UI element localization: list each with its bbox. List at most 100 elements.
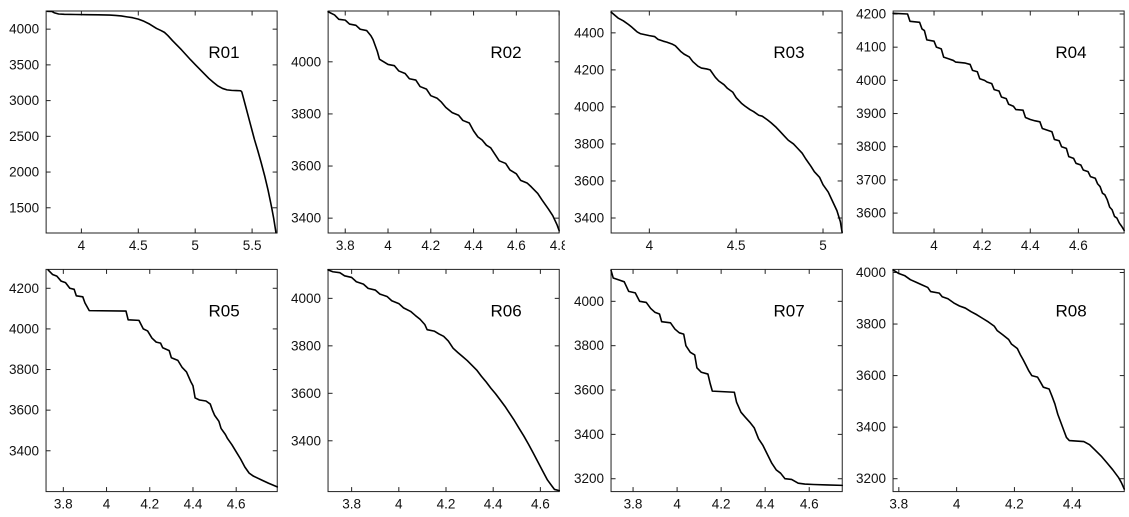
x-tick-label: 4.2 [973,238,992,253]
line-plot-r02: 3.8 4 4.2 4.4 4.6 4.8 3400 3600 3800 4000 R02 [291,10,565,253]
y-tick-label: 4000 [573,294,603,309]
y-tick-label: 3400 [573,427,603,442]
y-tick-label: 3600 [291,386,321,401]
y-tick-label: 3400 [856,420,886,435]
panel-label-r04: R04 [1055,43,1086,62]
x-tick-label: 4 [395,497,403,512]
y-tick-label: 3600 [574,173,604,188]
x-tick-label: 4.6 [227,497,246,512]
y-tick-label: 3800 [573,338,603,353]
x-tick-label: 4.4 [1063,497,1082,512]
x-tick-label: 4 [953,497,961,512]
subplot-r06: 3.8 4 4.2 4.4 4.6 3400 3600 3800 4000 R06 [282,258,564,517]
y-tick-label: 3200 [856,471,886,486]
y-tick-label: 3600 [9,403,39,418]
x-tick-label: 3.8 [889,497,908,512]
x-tick-label: 4.6 [799,497,818,512]
y-tick-label: 4000 [856,265,886,280]
data-series-r04 [892,12,1125,232]
subplot-r08: 3.8 4 4.2 4.4 3200 3400 3600 3800 4000 R08 [847,258,1129,517]
y-tick-label: 4000 [9,22,39,37]
x-tick-label: 4.2 [437,497,456,512]
panel-label-r01: R01 [208,43,239,62]
x-tick-label: 5.5 [243,238,262,253]
y-tick-label: 4200 [856,6,886,21]
y-tick-label: 3200 [573,471,603,486]
x-tick-label: 4.4 [484,497,503,512]
y-tick-label: 3000 [9,93,39,108]
y-tick-label: 3800 [856,317,886,332]
subplot-r01: 4 4.5 5 5.5 1500 2000 2500 3000 3500 4000 R01 [0,0,282,258]
axes-box [327,268,560,493]
x-tick-label: 4.4 [1021,238,1040,253]
panel-label-r03: R03 [773,43,804,62]
panel-label-r08: R08 [1055,302,1086,321]
y-tick-label: 2000 [9,165,39,180]
x-tick-label: 3.8 [623,497,642,512]
axes-box [610,10,843,234]
axes-box [45,10,278,234]
y-tick-label: 4400 [574,25,604,40]
data-series-r02 [327,10,561,232]
line-plot-r01: 4 4.5 5 5.5 1500 2000 2500 3000 3500 4000 R01 [9,10,278,253]
x-tick-label: 4.2 [422,238,441,253]
line-plot-r07: 3.8 4 4.2 4.4 4.6 3200 3400 3600 3800 4000 R07 [573,268,843,512]
y-tick-label: 3500 [9,57,39,72]
y-tick-label: 4000 [291,54,321,69]
panel-label-r02: R02 [491,43,522,62]
y-tick-label: 3600 [856,206,886,221]
y-tick-label: 4200 [9,281,39,296]
data-series-r01 [46,10,277,234]
y-tick-label: 3800 [856,139,886,154]
x-tick-label: 4.2 [1005,497,1024,512]
y-tick-label: 4100 [856,40,886,55]
x-tick-label: 4 [673,497,681,512]
data-series-r08 [891,269,1125,490]
subplot-r04: 4 4.2 4.4 4.6 3600 3700 3800 3900 4000 4100 4200 R0… [847,0,1129,258]
line-plot-r06: 3.8 4 4.2 4.4 4.6 3400 3600 3800 4000 R06 [291,268,561,512]
x-tick-label: 4 [78,238,86,253]
x-tick-label: 3.8 [342,497,361,512]
line-plot-r05: 3.8 4 4.2 4.4 4.6 3400 3600 3800 4000 4200 R05 [9,268,279,512]
x-tick-label: 4 [645,238,653,253]
line-plot-r04: 4 4.2 4.4 4.6 3600 3700 3800 3900 4000 4100 4200 R0… [856,6,1125,253]
axes-box [45,268,278,493]
x-tick-label: 4 [103,497,111,512]
axes-box [610,268,843,493]
y-tick-label: 3800 [291,338,321,353]
x-tick-label: 3.8 [54,497,73,512]
axes-box [892,268,1125,493]
x-tick-label: 4.6 [507,238,526,253]
x-tick-label: 4.6 [1069,238,1088,253]
x-tick-label: 4.5 [129,238,148,253]
x-tick-label: 4.2 [140,497,159,512]
y-tick-label: 1500 [9,200,39,215]
line-plot-r03: 4 4.5 5 3400 3600 3800 4000 4200 4400 R03 [574,10,843,253]
subplot-r02: 3.8 4 4.2 4.4 4.6 4.8 3400 3600 3800 4000 R02 [282,0,565,258]
y-tick-label: 4000 [574,99,604,114]
data-series-r07 [609,269,843,487]
x-tick-label: 4 [385,238,393,253]
y-tick-label: 3400 [9,443,39,458]
x-tick-label: 5 [819,238,827,253]
subplot-r07: 3.8 4 4.2 4.4 4.6 3200 3400 3600 3800 4000 R07 [565,258,847,517]
y-tick-label: 3600 [291,159,321,174]
x-tick-label: 4.4 [464,238,483,253]
x-tick-label: 4.8 [550,238,565,253]
x-tick-label: 3.8 [336,238,355,253]
subplot-r03: 4 4.5 5 3400 3600 3800 4000 4200 4400 R03 [565,0,847,258]
y-tick-label: 3700 [856,172,886,187]
y-tick-label: 3800 [291,106,321,121]
x-tick-label: 4.2 [711,497,730,512]
axes-box [892,10,1125,234]
line-plot-r08: 3.8 4 4.2 4.4 3200 3400 3600 3800 4000 R08 [856,265,1125,512]
data-series-r06 [327,269,561,492]
y-tick-label: 3600 [573,383,603,398]
y-tick-label: 3800 [574,136,604,151]
panel-label-r07: R07 [773,302,804,321]
y-tick-label: 4000 [291,291,321,306]
panel-label-r05: R05 [208,302,239,321]
axes-box [327,10,560,234]
y-tick-label: 2500 [9,129,39,144]
